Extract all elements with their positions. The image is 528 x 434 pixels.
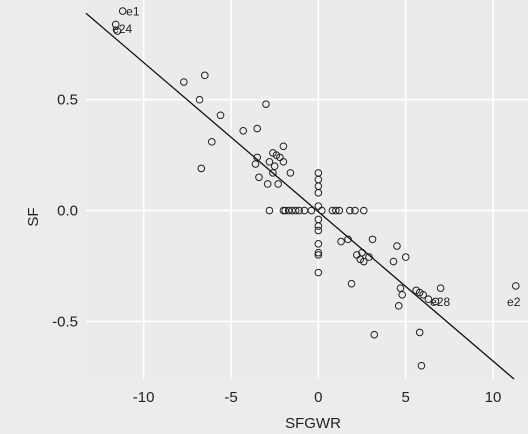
point-annotation: e28 (430, 295, 450, 309)
data-point (118, 7, 127, 15)
data-point (394, 302, 403, 310)
data-point (318, 206, 326, 215)
plot-panel (86, 0, 528, 379)
data-point (359, 206, 368, 215)
data-point (263, 180, 272, 188)
data-point (398, 290, 407, 299)
x-axis-label: SFGWR (285, 415, 341, 432)
data-point (314, 248, 323, 257)
data-point (279, 157, 288, 166)
data-point (307, 206, 316, 215)
data-point (314, 189, 323, 197)
point-annotation: e24 (112, 22, 132, 36)
data-point (255, 173, 263, 182)
data-points (111, 7, 520, 370)
x-tick-label: -5 (224, 389, 237, 406)
data-point (253, 124, 262, 133)
data-point (295, 206, 303, 215)
data-point (314, 240, 323, 248)
data-point (431, 297, 440, 306)
data-point (200, 71, 209, 80)
data-point (265, 157, 274, 166)
y-tick-label: -0.5 (52, 313, 78, 330)
data-point (401, 253, 410, 261)
data-point (335, 206, 344, 215)
data-point (113, 27, 122, 35)
data-point (332, 206, 340, 215)
y-tick-label: 0.5 (57, 92, 78, 109)
data-point (216, 111, 225, 120)
x-tick-label: 10 (485, 389, 502, 406)
data-point (291, 206, 300, 215)
x-tick-label: -10 (133, 389, 155, 406)
data-point (265, 206, 274, 215)
point-annotation: e2 (507, 295, 521, 309)
data-point (239, 126, 248, 135)
data-point (279, 142, 288, 151)
data-point (368, 235, 377, 244)
data-point (419, 290, 427, 299)
data-point (286, 169, 295, 177)
y-tick-label: 0.0 (57, 203, 78, 220)
data-point (346, 206, 354, 215)
data-point (195, 95, 204, 104)
data-point (351, 206, 359, 215)
data-point (436, 284, 445, 292)
data-point (389, 257, 398, 266)
point-annotations: e1 e24 e28 e2 (112, 5, 521, 309)
data-point (314, 226, 323, 235)
data-point (251, 160, 260, 168)
point-annotation: e1 (126, 5, 140, 19)
data-point (262, 100, 270, 108)
data-point (314, 268, 323, 277)
data-point (417, 361, 426, 370)
data-point (511, 282, 520, 290)
x-tick-label: 0 (314, 389, 322, 406)
regression-line (85, 12, 515, 380)
data-point (314, 251, 323, 259)
data-point (370, 330, 379, 339)
y-tick-labels: -0.5 0.0 0.5 (52, 92, 78, 331)
data-point (180, 78, 188, 86)
data-point (337, 237, 345, 246)
y-axis-label: SF (25, 207, 42, 226)
data-point (269, 169, 277, 177)
x-tick-labels: -10 -5 0 5 10 (133, 389, 502, 406)
data-point (314, 222, 323, 230)
data-point (359, 257, 368, 266)
data-point (393, 242, 401, 250)
data-point (415, 328, 424, 337)
x-tick-label: 5 (402, 389, 410, 406)
data-point (347, 279, 356, 288)
data-point (207, 138, 216, 146)
data-point (197, 164, 206, 173)
data-point (424, 295, 433, 304)
data-point (274, 180, 282, 188)
